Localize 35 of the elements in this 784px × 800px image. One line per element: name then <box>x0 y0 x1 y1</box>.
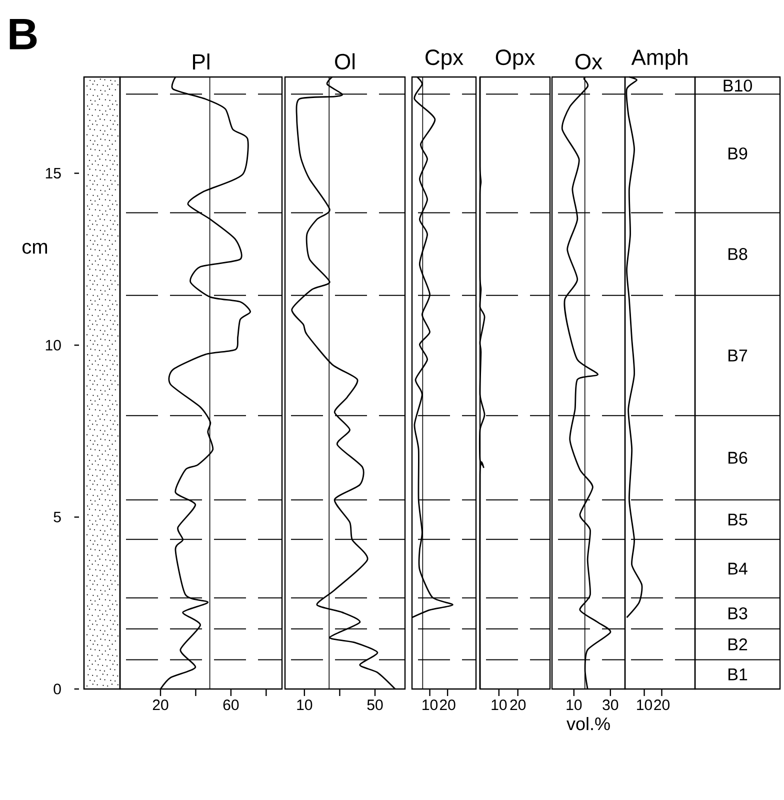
text: B <box>10 19 37 50</box>
x-tick-label: 10 <box>422 700 438 710</box>
x-tick-label: 10 <box>637 700 652 710</box>
y-tick-label: 10 <box>46 340 61 350</box>
text: B6 <box>728 452 748 464</box>
text: B7 <box>728 350 748 362</box>
chart-title: Ol <box>335 53 355 70</box>
x-tick-label: 20 <box>654 700 670 710</box>
x-tick-label: 50 <box>367 700 383 710</box>
x-tick-label: 10 <box>492 700 507 710</box>
x-tick-label: 60 <box>223 700 239 710</box>
chart-title: Opx <box>496 50 535 70</box>
text: B9 <box>728 147 748 160</box>
text: B8 <box>728 248 748 260</box>
x-tick-label: 30 <box>602 700 618 710</box>
chart-title: Ox <box>575 54 602 70</box>
x-tick-label: 10 <box>297 700 312 710</box>
y-tick-label: 0 <box>54 684 61 694</box>
x-tick-label: 20 <box>152 700 168 710</box>
text: B3 <box>728 607 748 620</box>
y-axis-title: cm <box>22 242 48 254</box>
x-axis-title: vol.% <box>566 717 610 730</box>
text: B4 <box>728 562 748 575</box>
text: B5 <box>728 514 748 526</box>
x-tick-label: 20 <box>510 700 526 710</box>
chart-title: Amph <box>631 48 688 70</box>
chart-title: Cpx <box>426 50 464 70</box>
text: B10 <box>724 80 752 92</box>
text: B1 <box>728 668 748 680</box>
y-tick-label: 5 <box>54 512 61 522</box>
x-tick-label: 10 <box>566 700 582 710</box>
text: B2 <box>728 638 748 650</box>
y-tick-label: 15 <box>46 168 61 178</box>
chart-title: Pl <box>193 54 210 70</box>
x-tick-label: 20 <box>440 700 456 710</box>
